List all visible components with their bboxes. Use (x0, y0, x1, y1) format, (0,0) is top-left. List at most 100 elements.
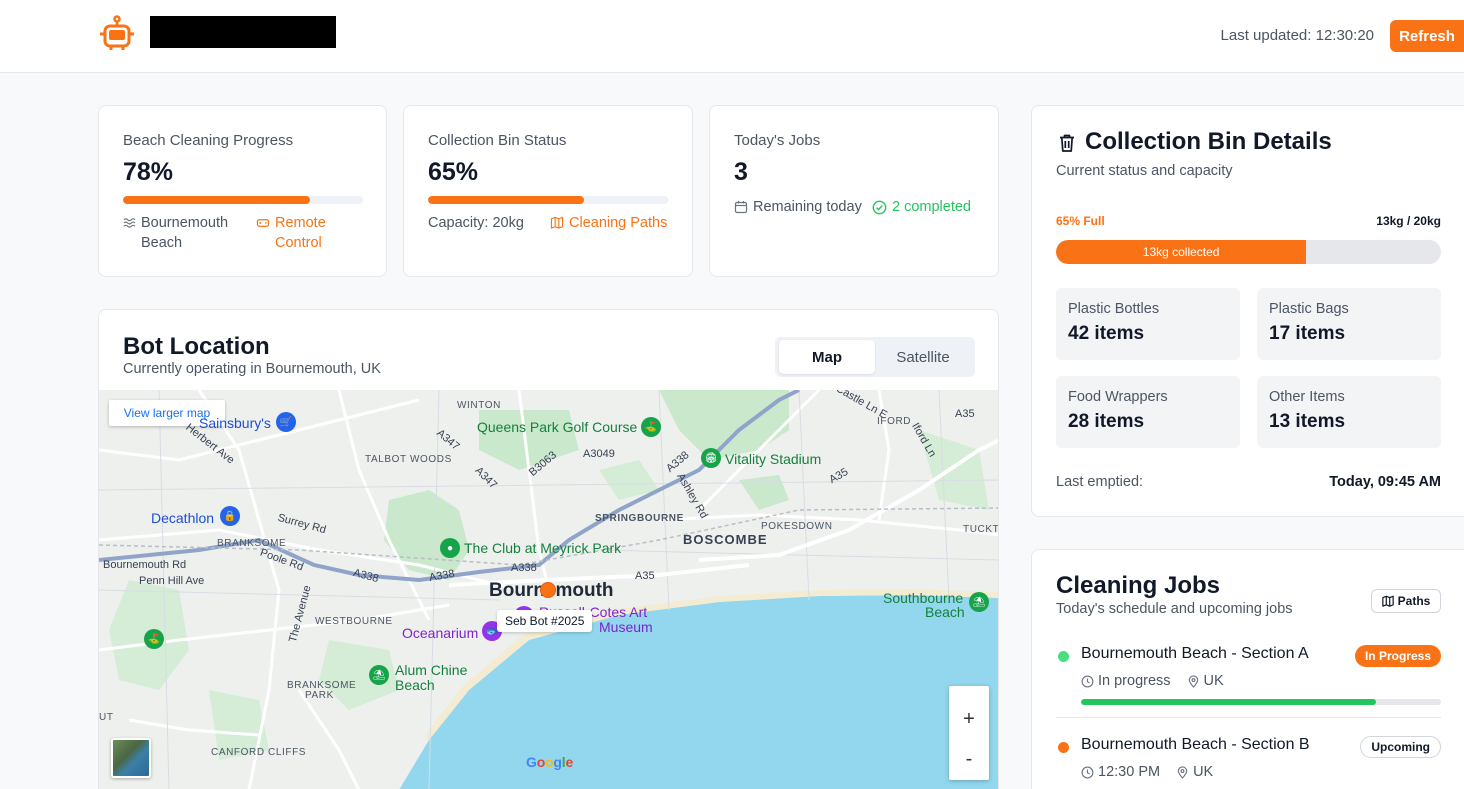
map-label: BRANKSOME (287, 680, 357, 691)
cleaning-paths-link[interactable]: Cleaning Paths (550, 213, 667, 233)
map-label: A3049 (583, 448, 615, 460)
bin-full-label: 65% Full (1056, 214, 1105, 228)
bin-details-subtitle: Current status and capacity (1056, 163, 1233, 179)
item-tile-value: 28 items (1068, 411, 1145, 432)
job-progress-fill (1081, 699, 1377, 705)
last-emptied-label: Last emptied: (1056, 474, 1144, 490)
map-label: Bournemouth Rd (103, 559, 187, 571)
cleaning-jobs-title: Cleaning Jobs (1056, 572, 1221, 599)
job-time: In progress (1081, 673, 1171, 689)
remote-control-link[interactable]: Remote Control (256, 213, 366, 253)
google-logo-text: Google (526, 754, 574, 770)
job-item[interactable]: Bournemouth Beach - Section B Upcoming 1… (1056, 736, 1441, 789)
shopping-pin-icon[interactable]: 🛒 (276, 412, 296, 432)
stat-value: 3 (734, 158, 748, 186)
map-label: WINTON (457, 400, 501, 411)
waves-icon (123, 218, 136, 228)
stat-value: 78% (123, 158, 174, 186)
paths-label: Paths (1397, 594, 1431, 608)
clock-icon (1081, 766, 1094, 778)
refresh-button[interactable]: Refresh (1390, 20, 1464, 52)
job-time: 12:30 PM (1081, 764, 1160, 780)
map-label: A338 (511, 562, 537, 574)
map-label: Museum (599, 619, 653, 635)
last-updated: Last updated: 12:30:20 (1221, 27, 1374, 44)
map-icon (1381, 595, 1394, 607)
golf-pin-icon[interactable]: ⛳ (144, 629, 164, 649)
bin-progress-fill (428, 196, 584, 204)
location-info: Bournemouth Beach (123, 213, 253, 253)
bin-fill-text: 13kg collected (1142, 245, 1220, 259)
bot-location-title: Bot Location (123, 333, 270, 360)
map-label: UT (99, 712, 114, 723)
beach-pin-icon[interactable]: ⛱ (969, 592, 989, 612)
satellite-toggle-button[interactable]: Satellite (875, 340, 971, 374)
job-divider (1056, 717, 1441, 718)
app-header: Last updated: 12:30:20 Refresh (0, 0, 1464, 73)
item-tile: Plastic Bottles 42 items (1056, 288, 1240, 360)
map-label: Decathlon (151, 510, 215, 526)
robot-icon[interactable] (98, 15, 136, 53)
map-label: A35 (955, 408, 975, 420)
cleaning-paths-label: Cleaning Paths (569, 215, 668, 231)
bin-fill-bar: 13kg collected (1056, 240, 1441, 264)
satellite-thumbnail[interactable] (111, 738, 151, 778)
zoom-out-button[interactable]: - (953, 744, 985, 774)
store-pin-icon[interactable]: 🔒 (220, 506, 240, 526)
job-name: Bournemouth Beach - Section A (1081, 645, 1309, 662)
map-label: CANFORD CLIFFS (211, 747, 307, 758)
gamepad-icon (256, 219, 270, 227)
item-tile-value: 13 items (1269, 411, 1346, 432)
last-updated-label: Last updated: (1220, 27, 1312, 44)
job-status-dot (1058, 742, 1069, 753)
cleaning-jobs-subtitle: Today's schedule and upcoming jobs (1056, 601, 1293, 617)
map-label: Beach (925, 604, 965, 620)
view-larger-map-link[interactable]: View larger map (109, 400, 225, 426)
map-view[interactable]: View larger map WINTON Queens Park Golf … (99, 390, 999, 789)
job-meta: In progress UK (1081, 673, 1224, 689)
completed-text: 2 completed (892, 199, 971, 215)
trash-icon (1060, 134, 1074, 152)
map-label: Alum Chine (395, 662, 468, 678)
completed-info: 2 completed (872, 197, 971, 217)
map-toggle-button[interactable]: Map (779, 340, 875, 374)
paths-button[interactable]: Paths (1371, 589, 1441, 613)
capacity-info: Capacity: 20kg (428, 213, 524, 233)
map-view-toggle: Map Satellite (775, 337, 975, 377)
item-tile: Other Items 13 items (1257, 376, 1441, 448)
zoom-in-button[interactable]: + (953, 704, 985, 734)
map-label: BRANKSOME (217, 538, 287, 549)
job-status-dot (1058, 651, 1069, 662)
cleaning-progress-bar (123, 196, 363, 204)
stadium-pin-icon[interactable]: 🏟 (701, 448, 721, 468)
map-label: BOSCOMBE (683, 532, 768, 547)
map-label: The Club at Meyrick Park (464, 540, 622, 556)
cleaning-jobs-card: Cleaning Jobs Today's schedule and upcom… (1031, 549, 1464, 789)
beach-pin-icon[interactable]: ⛱ (369, 665, 389, 685)
map-pin-icon (1177, 765, 1188, 779)
map-label: Southbourne (883, 590, 964, 606)
last-emptied-value: Today, 09:45 AM (1329, 474, 1441, 490)
map-label: TUCKTO (963, 524, 999, 535)
job-location: UK (1176, 764, 1213, 780)
job-status-badge: In Progress (1354, 645, 1441, 667)
map-label: Beach (395, 677, 435, 693)
park-pin-icon[interactable]: ● (440, 538, 460, 558)
map-label: Penn Hill Ave (139, 575, 205, 587)
bot-marker[interactable] (540, 582, 556, 598)
map-label: WESTBOURNE (315, 616, 393, 627)
stat-title: Today's Jobs (734, 132, 821, 149)
golf-pin-icon[interactable]: ⛳ (641, 417, 661, 437)
remaining-text: Remaining today (753, 199, 862, 215)
todays-jobs-card: Today's Jobs 3 Remaining today 2 complet… (709, 105, 999, 277)
bot-location-subtitle: Currently operating in Bournemouth, UK (123, 361, 381, 377)
check-circle-icon (872, 200, 887, 215)
google-logo: Google (526, 754, 573, 770)
item-tile-label: Plastic Bags (1269, 301, 1349, 317)
cleaning-progress-card: Beach Cleaning Progress 78% Bournemouth … (98, 105, 387, 277)
job-item[interactable]: Bournemouth Beach - Section A In Progres… (1056, 645, 1441, 715)
stat-title: Collection Bin Status (428, 132, 567, 149)
remaining-info: Remaining today (734, 197, 862, 217)
bin-weight-label: 13kg / 20kg (1376, 214, 1441, 228)
bin-details-card: Collection Bin Details Current status an… (1031, 105, 1464, 517)
